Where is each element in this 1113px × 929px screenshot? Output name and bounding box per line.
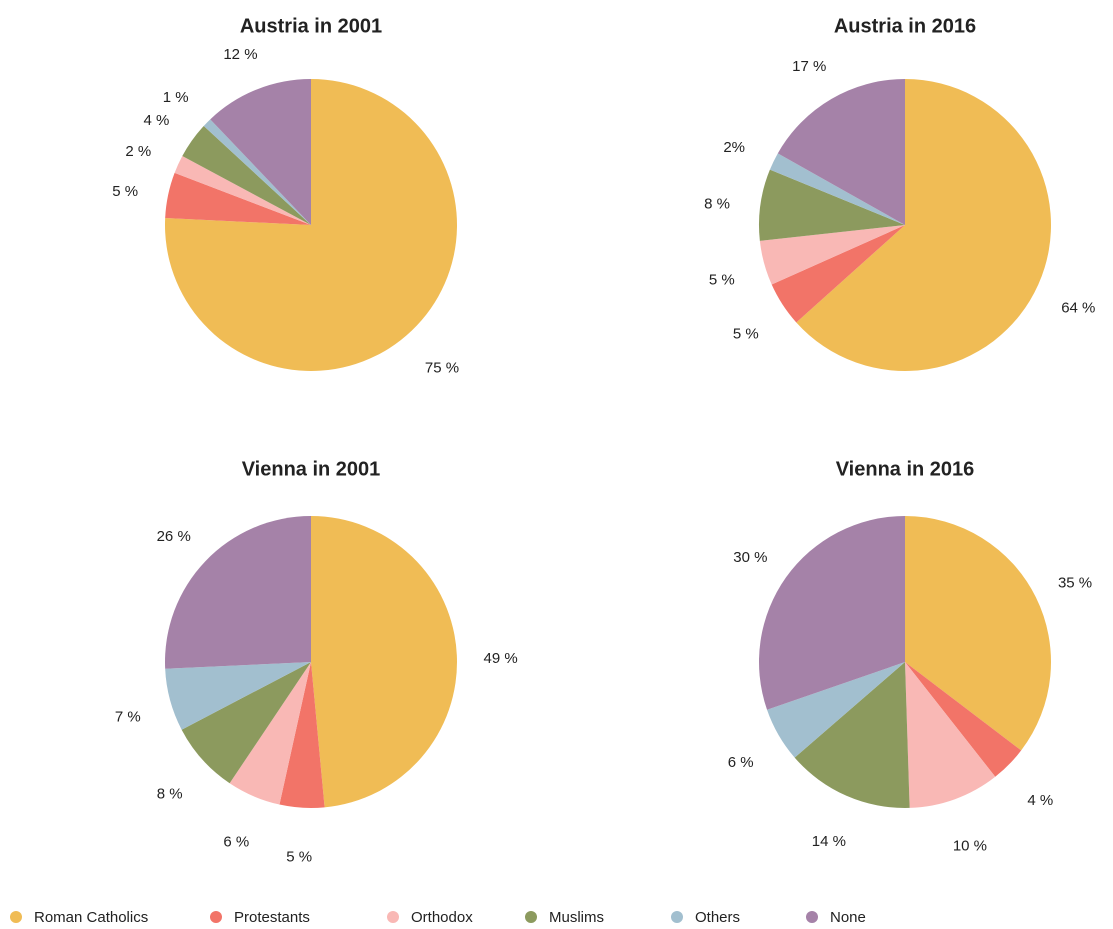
legend-label: Protestants [234,909,310,926]
value-label: 10 % [953,837,987,854]
pie-slice [229,662,311,805]
pie-slice [165,516,311,669]
value-label: 4 % [143,112,169,129]
value-label: 49 % [483,650,517,667]
pie-slice [777,79,905,225]
pie-slice [174,156,311,225]
value-label: 5 % [733,325,759,342]
value-label: 4 % [1027,792,1053,809]
legend-swatch [387,911,399,923]
value-label: 26 % [157,528,191,545]
pie-slice [203,119,311,225]
pie-slice [796,79,1051,371]
pie-slice [165,662,311,730]
value-label: 6 % [728,754,754,771]
pie-slice [769,153,905,225]
value-label: 5 % [112,183,138,200]
value-label: 35 % [1058,575,1092,592]
pie-slice [767,662,905,758]
legend-label: Muslims [549,909,604,926]
pie-slice [759,516,905,710]
pie-slice [279,662,325,808]
value-label: 2 % [125,143,151,160]
value-label: 6 % [223,833,249,850]
pie-slice [759,169,905,241]
value-label: 17 % [792,58,826,75]
pie-slice [182,125,311,225]
legend-swatch [210,911,222,923]
pie-slice [794,662,910,808]
legend-swatch [525,911,537,923]
value-label: 75 % [425,359,459,376]
value-label: 2% [723,139,745,156]
pie-slice [181,662,311,784]
value-label: 5 % [709,272,735,289]
value-label: 1 % [163,89,189,106]
pie-slice [759,225,905,285]
legend-swatch [671,911,683,923]
pie-slice [905,662,1022,777]
pie-slice [165,172,311,225]
pie-slice [311,516,457,808]
value-label: 14 % [812,833,846,850]
legend-label: None [830,909,866,926]
value-label: 5 % [286,848,312,865]
chart-title: Austria in 2001 [240,15,382,37]
chart-title: Vienna in 2016 [836,458,975,480]
legend-label: Roman Catholics [34,909,148,926]
pie-slice [771,225,905,323]
value-label: 8 % [157,786,183,803]
legend-swatch [806,911,818,923]
pie-slice [210,79,311,225]
value-label: 8 % [704,195,730,212]
legend-swatch [10,911,22,923]
value-label: 30 % [733,549,767,566]
value-label: 64 % [1061,299,1095,316]
pie-slice [905,516,1052,751]
chart-title: Vienna in 2001 [242,458,381,480]
value-label: 7 % [115,709,141,726]
pie-slice [905,662,996,808]
chart-title: Austria in 2016 [834,15,976,37]
value-label: 12 % [223,46,257,63]
legend-label: Others [695,909,740,926]
legend-label: Orthodox [411,909,473,926]
